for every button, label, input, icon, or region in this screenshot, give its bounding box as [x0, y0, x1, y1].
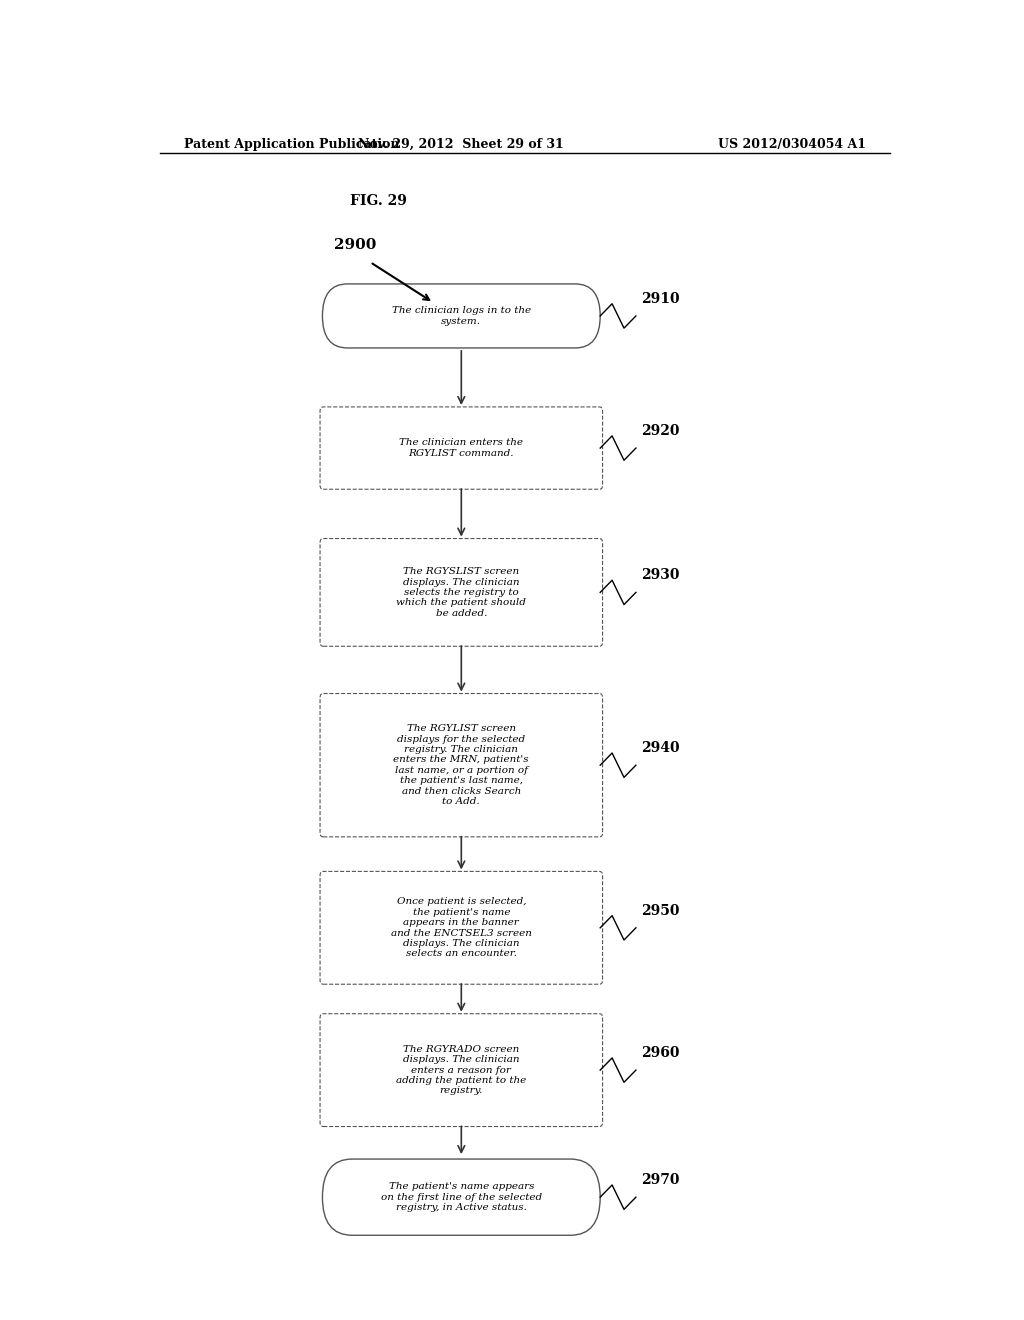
- FancyBboxPatch shape: [321, 407, 602, 490]
- FancyBboxPatch shape: [323, 1159, 600, 1236]
- Text: 2970: 2970: [641, 1173, 680, 1187]
- FancyBboxPatch shape: [321, 539, 602, 647]
- Text: 2940: 2940: [641, 741, 680, 755]
- Text: US 2012/0304054 A1: US 2012/0304054 A1: [718, 139, 866, 150]
- Text: Nov. 29, 2012  Sheet 29 of 31: Nov. 29, 2012 Sheet 29 of 31: [358, 139, 564, 150]
- Text: 2900: 2900: [334, 238, 377, 252]
- FancyBboxPatch shape: [321, 693, 602, 837]
- Text: The RGYRADO screen
displays. The clinician
enters a reason for
adding the patien: The RGYRADO screen displays. The clinici…: [396, 1045, 526, 1096]
- Text: Patent Application Publication: Patent Application Publication: [183, 139, 399, 150]
- FancyBboxPatch shape: [321, 1014, 602, 1126]
- Text: FIG. 29: FIG. 29: [350, 194, 408, 209]
- Text: The patient's name appears
on the first line of the selected
registry, in Active: The patient's name appears on the first …: [381, 1183, 542, 1212]
- Text: 2950: 2950: [641, 904, 680, 917]
- Text: 2910: 2910: [641, 292, 680, 306]
- FancyBboxPatch shape: [321, 871, 602, 985]
- Text: The clinician logs in to the
system.: The clinician logs in to the system.: [392, 306, 530, 326]
- Text: Once patient is selected,
the patient's name
appears in the banner
and the ENCTS: Once patient is selected, the patient's …: [391, 898, 531, 958]
- Text: 2930: 2930: [641, 568, 680, 582]
- FancyBboxPatch shape: [323, 284, 600, 348]
- Text: 2920: 2920: [641, 424, 680, 438]
- Text: The clinician enters the
RGYLIST command.: The clinician enters the RGYLIST command…: [399, 438, 523, 458]
- Text: The RGYSLIST screen
displays. The clinician
selects the registry to
which the pa: The RGYSLIST screen displays. The clinic…: [396, 568, 526, 618]
- Text: The RGYLIST screen
displays for the selected
registry. The clinician
enters the : The RGYLIST screen displays for the sele…: [393, 725, 529, 807]
- Text: 2960: 2960: [641, 1045, 680, 1060]
